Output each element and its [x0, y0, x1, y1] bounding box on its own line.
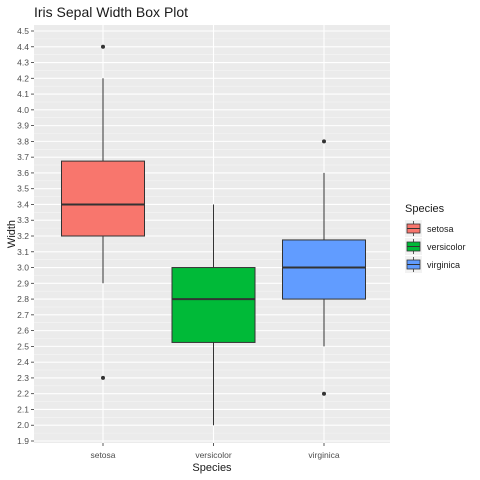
legend-label: versicolor [427, 242, 466, 252]
y-tick-label: 4.2 [17, 73, 29, 83]
legend-label: setosa [427, 224, 454, 234]
x-tick-label: versicolor [195, 450, 232, 460]
outlier-point [322, 139, 326, 144]
chart-title: Iris Sepal Width Box Plot [34, 4, 188, 20]
y-axis-title: Width [6, 220, 18, 248]
y-tick-label: 3.0 [17, 263, 29, 273]
y-tick-label: 2.4 [17, 357, 29, 367]
y-tick-label: 1.9 [17, 436, 29, 446]
y-tick-label: 4.3 [17, 58, 29, 68]
legend-title: Species [405, 203, 445, 215]
box-setosa [61, 44, 145, 380]
y-tick-label: 2.9 [17, 278, 29, 288]
legend-label: virginica [427, 260, 460, 270]
box-versicolor [171, 204, 256, 426]
y-tick-label: 3.3 [17, 215, 29, 225]
outlier-point [101, 375, 105, 380]
legend: Species setosa versicolor virginica [405, 203, 466, 273]
y-tick-label: 2.5 [17, 341, 29, 351]
y-tick-label: 2.7 [17, 310, 29, 320]
y-tick-label: 4.1 [17, 89, 29, 99]
x-axis-title: Species [192, 462, 232, 474]
box-virginica [282, 139, 366, 396]
x-tick-label: setosa [90, 450, 115, 460]
y-tick-label: 2.0 [17, 420, 29, 430]
box-iqr [171, 267, 256, 343]
y-tick-label: 3.8 [17, 136, 29, 146]
y-tick-label: 3.2 [17, 231, 29, 241]
box-iqr [282, 239, 366, 300]
y-tick-label: 3.1 [17, 247, 29, 257]
y-tick-label: 3.9 [17, 121, 29, 131]
box-series [61, 44, 366, 426]
x-axis: setosa versicolor virginica [90, 443, 340, 460]
outlier-point [101, 44, 105, 49]
x-tick-label: virginica [308, 450, 339, 460]
y-tick-label: 4.0 [17, 105, 29, 115]
y-tick-label: 4.5 [17, 26, 29, 36]
outlier-point [322, 391, 326, 396]
y-tick-label: 2.8 [17, 294, 29, 304]
y-tick-label: 3.7 [17, 152, 29, 162]
y-tick-label: 2.2 [17, 389, 29, 399]
legend-item-versicolor: versicolor [405, 238, 466, 255]
y-tick-label: 3.5 [17, 184, 29, 194]
y-tick-label: 2.6 [17, 326, 29, 336]
y-tick-label: 4.4 [17, 42, 29, 52]
y-axis: 1.9 2.0 2.1 2.2 2.3 2.4 2.5 2.6 2.7 2.8 2.9 3.0 3.1 3… [17, 26, 34, 446]
y-tick-label: 3.4 [17, 199, 29, 209]
legend-item-virginica: virginica [405, 256, 460, 273]
y-tick-label: 2.1 [17, 404, 29, 414]
y-tick-label: 3.6 [17, 168, 29, 178]
y-tick-label: 2.3 [17, 373, 29, 383]
legend-item-setosa: setosa [405, 220, 454, 237]
box-iqr [61, 160, 145, 237]
